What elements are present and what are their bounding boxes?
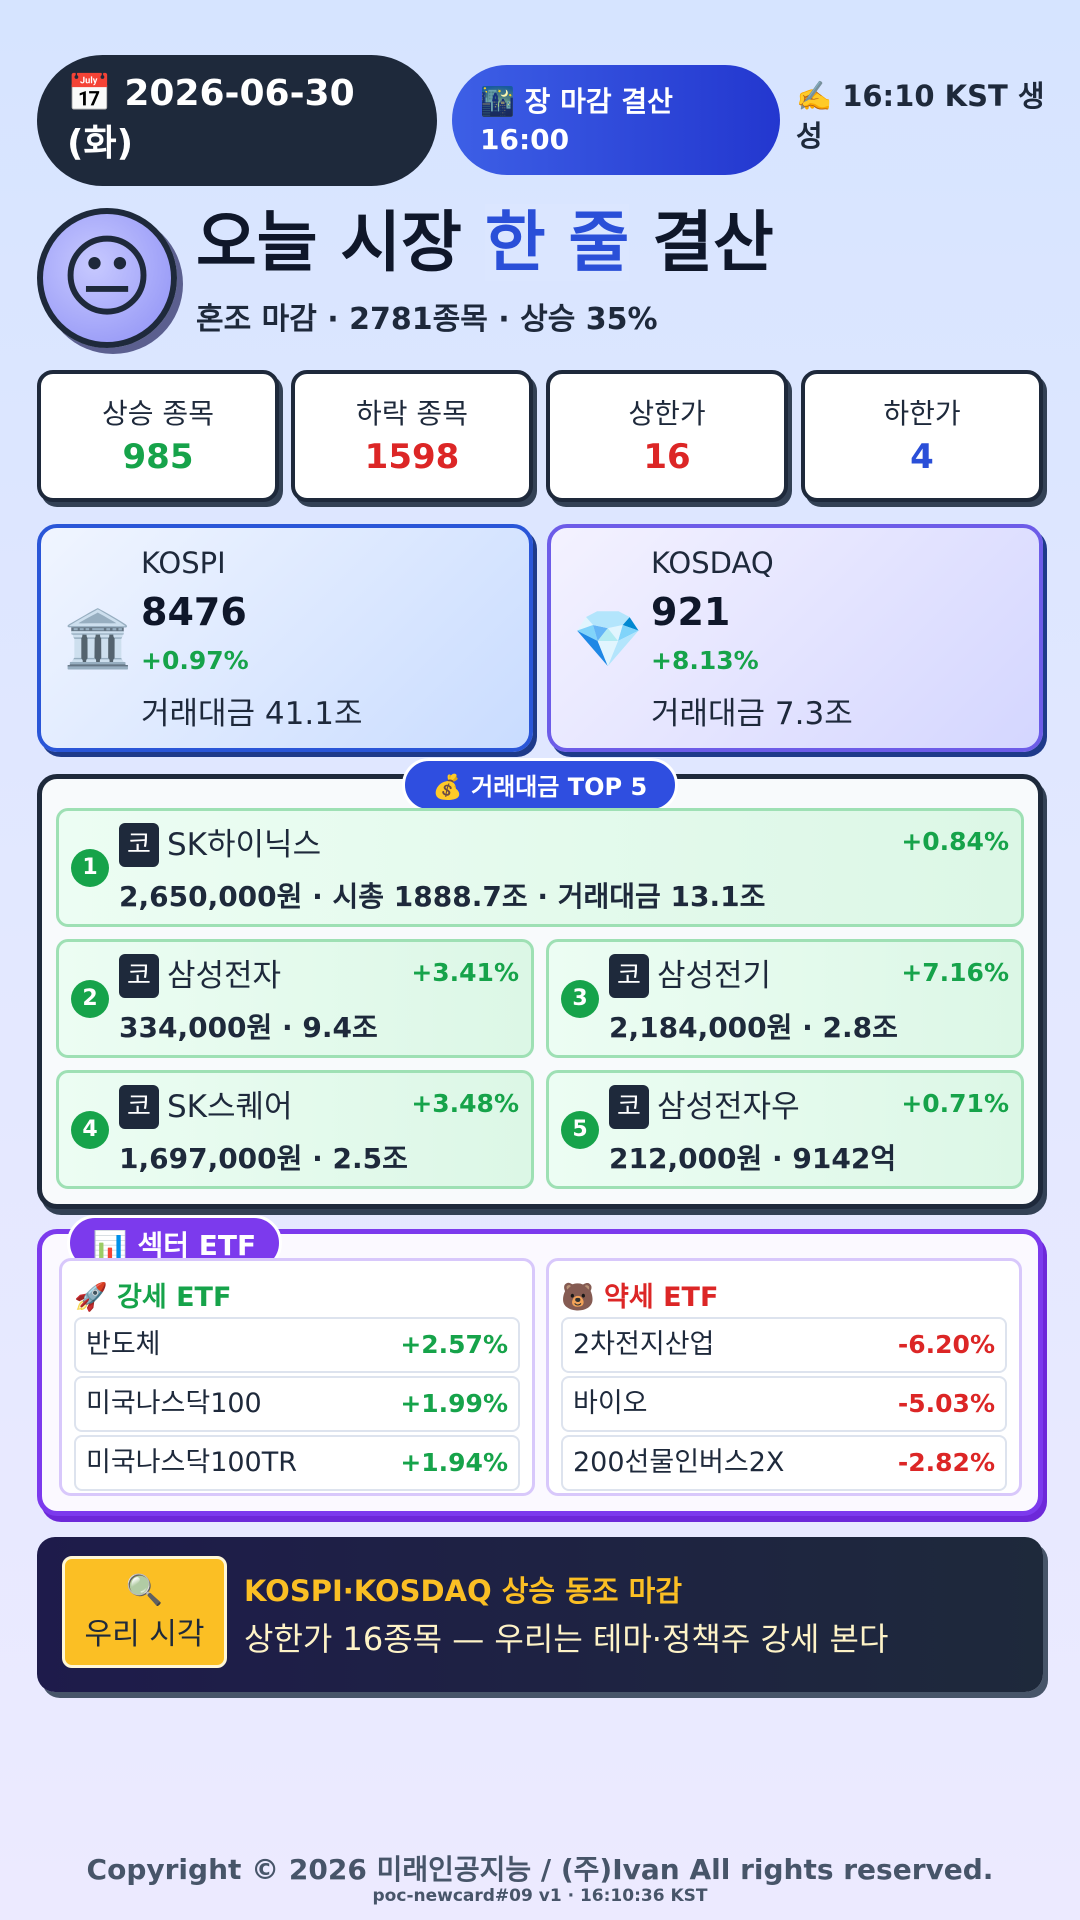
etf-name: 바이오 bbox=[573, 1388, 648, 1419]
headline-text: 결산 bbox=[629, 204, 774, 281]
headline-text: 오늘 시장 bbox=[196, 204, 485, 281]
index-icon: 💎 bbox=[573, 607, 643, 672]
stat-value: 16 bbox=[643, 437, 691, 477]
view-icon: 🔍 bbox=[125, 1573, 164, 1608]
etf-change: -2.82% bbox=[897, 1448, 995, 1477]
top5-row: 1 코 SK하이닉스 +0.84% 2,650,000원 · 시총 1888.7조 · … bbox=[56, 808, 1024, 927]
stock-change: +7.16% bbox=[901, 958, 1009, 987]
rank-badge: 3 bbox=[561, 980, 599, 1018]
etf-column-title: 🐻 약세 ETF bbox=[561, 1282, 719, 1313]
mood-icon: 😐 bbox=[37, 208, 177, 348]
stock-change: +0.84% bbox=[901, 827, 1009, 856]
top5-row: 4 코 SK스퀘어 +3.48% 1,697,000원 · 2.5조 bbox=[56, 1070, 534, 1189]
etf-item: 반도체 +2.57% bbox=[74, 1317, 520, 1373]
stat-label: 상한가 bbox=[628, 397, 706, 430]
rank-badge: 5 bbox=[561, 1111, 599, 1149]
etf-name: 미국나스닥100 bbox=[86, 1388, 262, 1419]
stock-name: 삼성전자우 bbox=[657, 1089, 800, 1125]
view-label: 우리 시각 bbox=[84, 1617, 205, 1652]
top5-title: 💰 거래대금 TOP 5 bbox=[402, 758, 678, 812]
generated-time: ✍️ 16:10 KST 생성 bbox=[796, 79, 1045, 153]
etf-change: -6.20% bbox=[897, 1330, 995, 1359]
build-info: poc-newcard#09 v1 · 16:10:36 KST bbox=[372, 1886, 708, 1906]
rank-badge: 1 bbox=[71, 849, 109, 887]
rank-badge: 2 bbox=[71, 980, 109, 1018]
stat-card: 상한가 16 bbox=[546, 370, 788, 502]
index-turnover: 거래대금 7.3조 bbox=[651, 696, 853, 732]
etf-item: 미국나스닥100TR +1.94% bbox=[74, 1435, 520, 1491]
stock-detail: 2,184,000원 · 2.8조 bbox=[609, 1011, 898, 1044]
etf-change: +1.99% bbox=[400, 1389, 508, 1418]
stock-change: +0.71% bbox=[901, 1089, 1009, 1118]
etf-name: 200선물인버스2X bbox=[573, 1447, 785, 1478]
stock-name: SK하이닉스 bbox=[167, 827, 322, 863]
top5-row: 2 코 삼성전자 +3.41% 334,000원 · 9.4조 bbox=[56, 939, 534, 1058]
top5-row: 5 코 삼성전자우 +0.71% 212,000원 · 9142억 bbox=[546, 1070, 1024, 1189]
copyright: Copyright © 2026 미래인공지능 / (주)Ivan All ri… bbox=[86, 1853, 994, 1886]
index-value: 921 bbox=[651, 590, 731, 634]
index-name: KOSPI bbox=[141, 546, 226, 580]
etf-name: 반도체 bbox=[86, 1329, 161, 1360]
stat-label: 상승 종목 bbox=[102, 397, 214, 430]
stat-card: 상승 종목 985 bbox=[37, 370, 279, 502]
stock-detail: 334,000원 · 9.4조 bbox=[119, 1011, 378, 1044]
index-name: KOSDAQ bbox=[651, 546, 774, 580]
market-badge: 코 bbox=[119, 954, 159, 998]
session-pill: 🌃 장 마감 결산 16:00 bbox=[452, 65, 780, 175]
subtitle: 혼조 마감 · 2781종목 · 상승 35% bbox=[196, 302, 658, 337]
stat-value: 985 bbox=[122, 437, 194, 477]
stat-value: 4 bbox=[910, 437, 934, 477]
index-icon: 🏛️ bbox=[63, 607, 133, 672]
stat-value: 1598 bbox=[364, 437, 460, 477]
index-change: +8.13% bbox=[651, 646, 759, 675]
stock-detail: 1,697,000원 · 2.5조 bbox=[119, 1142, 408, 1175]
etf-change: +2.57% bbox=[400, 1330, 508, 1359]
stat-label: 하락 종목 bbox=[356, 397, 468, 430]
etf-column-title: 🚀 강세 ETF bbox=[74, 1282, 232, 1313]
etf-name: 미국나스닥100TR bbox=[86, 1447, 297, 1478]
view-body: 상한가 16종목 — 우리는 테마·정책주 강세 본다 bbox=[244, 1620, 889, 1658]
index-turnover: 거래대금 41.1조 bbox=[141, 696, 363, 732]
market-badge: 코 bbox=[119, 823, 159, 867]
stock-name: 삼성전기 bbox=[657, 958, 772, 994]
market-badge: 코 bbox=[609, 1085, 649, 1129]
view-badge: 🔍 우리 시각 bbox=[62, 1556, 227, 1668]
etf-change: +1.94% bbox=[400, 1448, 508, 1477]
etf-change: -5.03% bbox=[897, 1389, 995, 1418]
stat-label: 하한가 bbox=[883, 397, 961, 430]
stock-change: +3.41% bbox=[411, 958, 519, 987]
headline-highlight: 한 줄 bbox=[484, 204, 630, 281]
stat-card: 하한가 4 bbox=[801, 370, 1043, 502]
view-headline: KOSPI·KOSDAQ 상승 동조 마감 bbox=[244, 1574, 683, 1608]
etf-item: 2차전지산업 -6.20% bbox=[561, 1317, 1007, 1373]
date-pill: 📅 2026-06-30 (화) bbox=[37, 55, 437, 186]
etf-item: 미국나스닥100 +1.99% bbox=[74, 1376, 520, 1432]
index-card: 💎 KOSDAQ 921 +8.13% 거래대금 7.3조 bbox=[547, 524, 1043, 752]
stock-detail: 212,000원 · 9142억 bbox=[609, 1142, 897, 1175]
stock-change: +3.48% bbox=[411, 1089, 519, 1118]
stock-name: 삼성전자 bbox=[167, 958, 282, 994]
index-change: +0.97% bbox=[141, 646, 249, 675]
rank-badge: 4 bbox=[71, 1111, 109, 1149]
headline: 오늘 시장 한 줄 결산 bbox=[196, 200, 774, 286]
etf-item: 바이오 -5.03% bbox=[561, 1376, 1007, 1432]
index-value: 8476 bbox=[141, 590, 247, 634]
etf-name: 2차전지산업 bbox=[573, 1329, 715, 1360]
market-badge: 코 bbox=[119, 1085, 159, 1129]
etf-column: 🚀 강세 ETF 반도체 +2.57% 미국나스닥100 +1.99% 미국나스닥100T… bbox=[59, 1258, 535, 1496]
top5-row: 3 코 삼성전기 +7.16% 2,184,000원 · 2.8조 bbox=[546, 939, 1024, 1058]
index-card: 🏛️ KOSPI 8476 +0.97% 거래대금 41.1조 bbox=[37, 524, 533, 752]
market-badge: 코 bbox=[609, 954, 649, 998]
stock-name: SK스퀘어 bbox=[167, 1089, 293, 1125]
etf-column: 🐻 약세 ETF 2차전지산업 -6.20% 바이오 -5.03% 200선물인버스2X -… bbox=[546, 1258, 1022, 1496]
etf-item: 200선물인버스2X -2.82% bbox=[561, 1435, 1007, 1491]
stock-detail: 2,650,000원 · 시총 1888.7조 · 거래대금 13.1조 bbox=[119, 880, 766, 913]
stat-card: 하락 종목 1598 bbox=[291, 370, 533, 502]
